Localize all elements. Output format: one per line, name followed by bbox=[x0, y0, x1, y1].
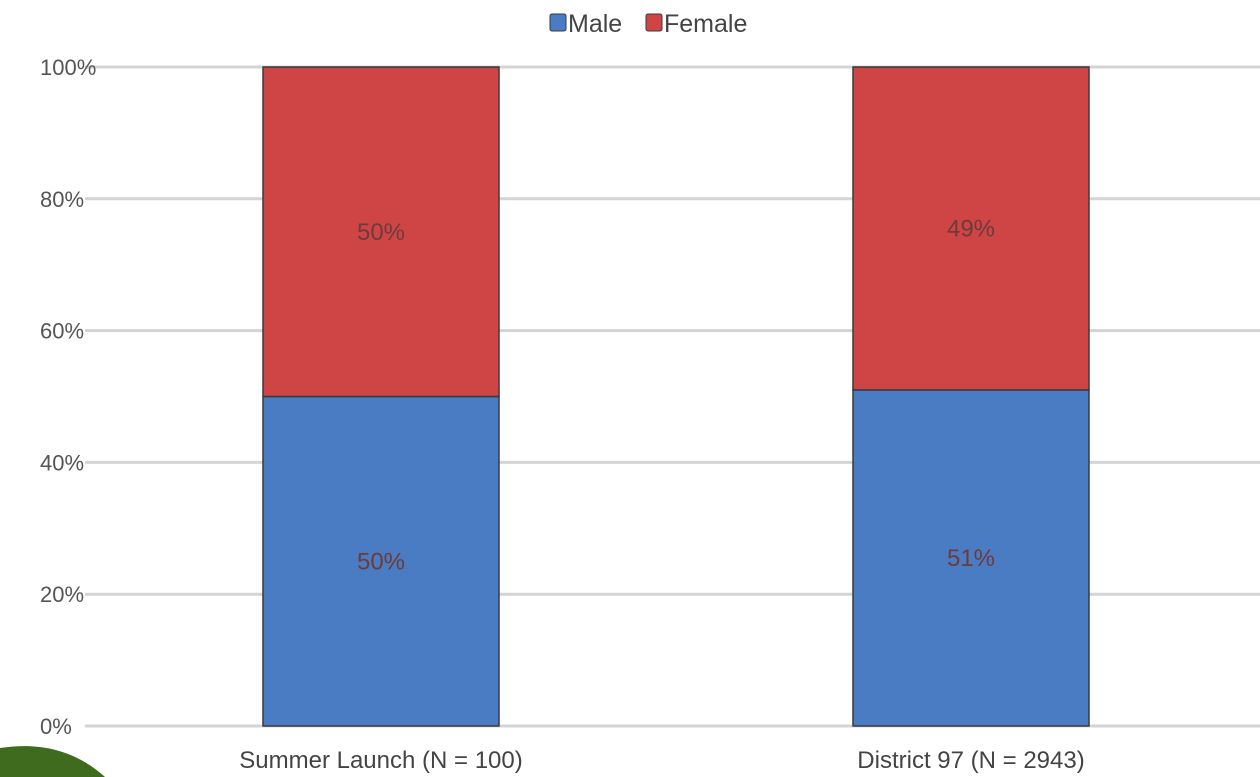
x-axis: Summer Launch (N = 100) District 97 (N = … bbox=[239, 747, 1084, 774]
legend: Male Female bbox=[549, 10, 747, 38]
legend-label-female: Female bbox=[664, 10, 747, 38]
y-tick-label: 100% bbox=[40, 55, 96, 80]
bars: 50% 50% 51% 49% bbox=[262, 66, 1090, 727]
y-tick-label: 0% bbox=[40, 714, 72, 739]
bar-female-2 bbox=[852, 66, 1090, 391]
bar-male-2 bbox=[852, 389, 1090, 727]
y-tick-label: 80% bbox=[40, 187, 84, 212]
legend-swatch-male bbox=[549, 13, 567, 32]
decorative-swoosh bbox=[0, 746, 105, 777]
y-tick-label: 20% bbox=[40, 582, 84, 607]
legend-label-male: Male bbox=[568, 10, 622, 38]
data-label-male-1: 50% bbox=[357, 548, 405, 575]
legend-swatch-female bbox=[645, 13, 663, 32]
bar-female-1 bbox=[262, 66, 500, 398]
y-axis: 0% 20% 40% 60% 80% 100% bbox=[40, 55, 96, 739]
y-tick-label: 60% bbox=[40, 319, 84, 344]
data-label-female-1: 50% bbox=[357, 219, 405, 246]
x-tick-label: Summer Launch (N = 100) bbox=[239, 747, 522, 774]
y-tick-label: 40% bbox=[40, 450, 84, 475]
data-label-female-2: 49% bbox=[947, 215, 995, 242]
data-label-male-2: 51% bbox=[947, 545, 995, 572]
bar-male-1 bbox=[262, 395, 500, 727]
x-tick-label: District 97 (N = 2943) bbox=[857, 747, 1084, 774]
